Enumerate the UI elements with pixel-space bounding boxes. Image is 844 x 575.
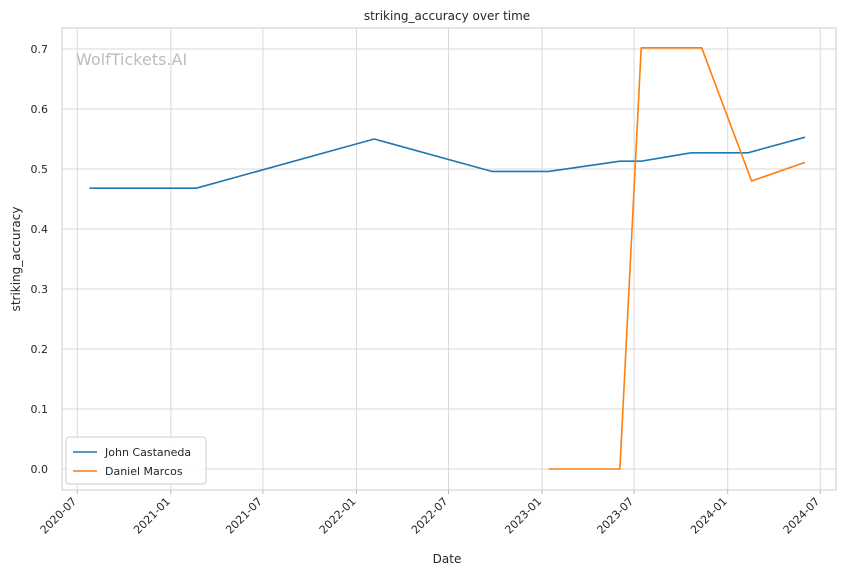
series-line-john-castaneda [89, 136, 806, 189]
y-tick-label: 0.4 [31, 223, 49, 236]
grid-lines [62, 28, 836, 490]
legend-entry-john-castaneda: John Castaneda [104, 446, 191, 459]
y-tick-label: 0.6 [31, 103, 49, 116]
x-tick-label: 2022-01 [317, 495, 359, 537]
x-tick-label: 2023-07 [595, 495, 637, 537]
x-axis-ticks: 2020-07 2021-01 2021-07 2022-01 2022-07 2023-… [38, 490, 823, 537]
x-tick-label: 2020-07 [38, 495, 80, 537]
series-lines [89, 46, 806, 470]
x-tick-label: 2021-07 [223, 495, 265, 537]
legend-box [65, 436, 207, 485]
y-tick-label: 0.2 [31, 343, 49, 356]
y-tick-label: 0.3 [31, 283, 49, 296]
x-tick-label: 2024-01 [688, 495, 730, 537]
watermark-text: WolfTickets.AI [76, 50, 187, 69]
x-tick-label: 2023-01 [502, 495, 544, 537]
x-tick-label: 2022-07 [409, 495, 451, 537]
x-tick-label: 2024-07 [781, 495, 823, 537]
y-tick-label: 0.1 [31, 403, 49, 416]
y-axis-label: striking_accuracy [9, 207, 23, 312]
y-tick-label: 0.0 [31, 463, 49, 476]
y-tick-label: 0.7 [31, 43, 49, 56]
chart-title: striking_accuracy over time [364, 9, 530, 23]
x-axis-label: Date [433, 552, 462, 566]
plot-area-frame [61, 27, 837, 491]
legend-entry-daniel-marcos: Daniel Marcos [105, 465, 183, 478]
x-tick-label: 2021-01 [131, 495, 173, 537]
legend: John Castaneda Daniel Marcos [65, 436, 207, 485]
y-tick-label: 0.5 [31, 163, 49, 176]
series-line-daniel-marcos [548, 46, 806, 470]
y-axis-ticks: 0.0 0.1 0.2 0.3 0.4 0.5 0.6 0.7 [31, 43, 49, 476]
